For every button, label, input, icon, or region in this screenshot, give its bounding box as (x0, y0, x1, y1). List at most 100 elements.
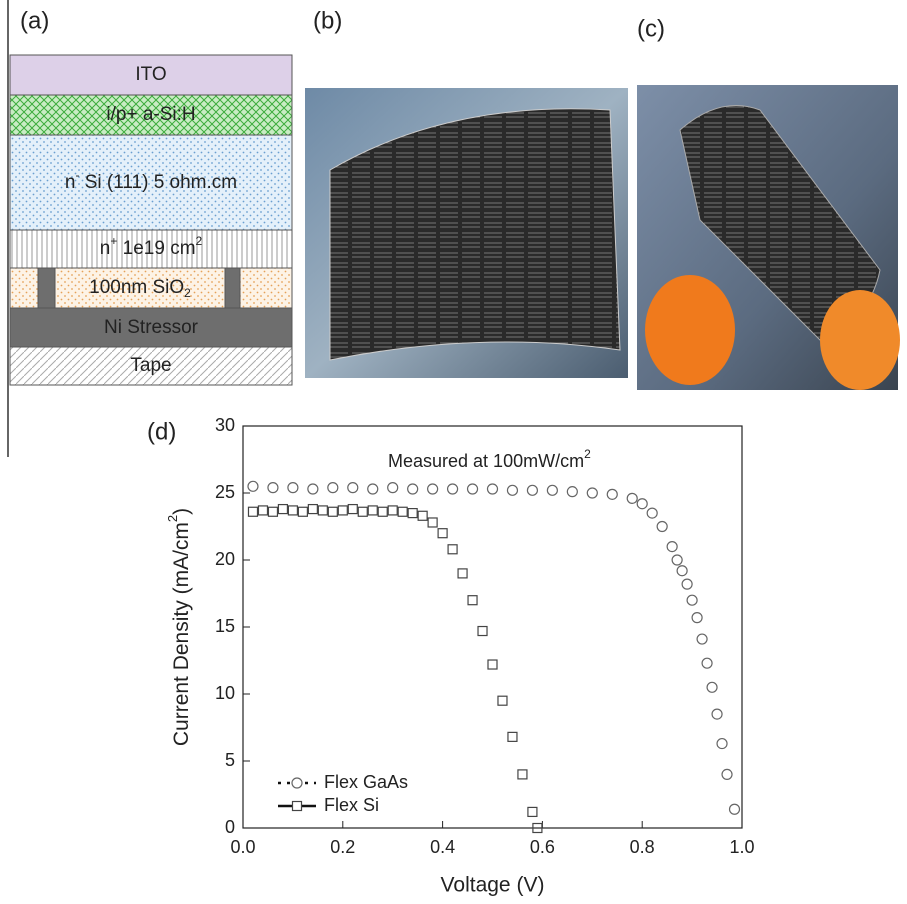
text: 2 (165, 515, 180, 522)
layer (10, 268, 38, 308)
panel-label: (d) (147, 418, 176, 445)
legend-label: Flex GaAs (324, 772, 408, 792)
point (478, 627, 487, 636)
point (292, 778, 302, 788)
point (458, 569, 467, 578)
point (358, 507, 367, 516)
point (293, 802, 302, 811)
text: 100nm SiO (89, 277, 184, 298)
x-tick-label: 0.4 (430, 837, 455, 857)
y-tick-label: 25 (215, 482, 235, 502)
point (378, 507, 387, 516)
y-tick-label: 10 (215, 683, 235, 703)
point (418, 511, 427, 520)
point (438, 529, 447, 538)
point (408, 509, 417, 518)
point (348, 505, 357, 514)
annotation: Measured at 100mW/cm2 (388, 447, 591, 471)
point (488, 484, 498, 494)
point (468, 596, 477, 605)
point (368, 484, 378, 494)
point (268, 483, 278, 493)
page: (a) ITO i/p+ a-Si:H n- Si (111) 5 ohm.cm… (0, 0, 907, 904)
x-tick-label: 0.0 (230, 837, 255, 857)
point (672, 555, 682, 565)
text: + (110, 234, 117, 248)
point (722, 769, 732, 779)
point (368, 506, 377, 515)
point (318, 506, 327, 515)
point (587, 488, 597, 498)
text: Si (111) 5 ohm.cm (79, 172, 237, 193)
point (348, 483, 358, 493)
layer (240, 268, 292, 308)
point (278, 505, 287, 514)
text: Measured at 100mW/cm (388, 451, 584, 471)
panel-label: (a) (20, 7, 49, 34)
point (388, 483, 398, 493)
text: Current Density (mA/cm (170, 522, 193, 746)
point (498, 696, 507, 705)
x-axis-label: Voltage (V) (441, 874, 545, 897)
y-tick-label: 5 (225, 750, 235, 770)
point (328, 507, 337, 516)
point (697, 634, 707, 644)
layer-label: Tape (130, 355, 171, 376)
text: n (65, 172, 76, 193)
text: 2 (584, 447, 591, 461)
point (308, 484, 318, 494)
layer (225, 268, 240, 308)
point (667, 542, 677, 552)
point (258, 506, 267, 515)
point (607, 489, 617, 499)
plot-frame (243, 426, 742, 828)
point (248, 507, 257, 516)
point (547, 485, 557, 495)
point (408, 484, 418, 494)
point (388, 506, 397, 515)
x-tick-label: 0.8 (630, 837, 655, 857)
point (448, 484, 458, 494)
panel-label: (b) (313, 7, 342, 34)
photo (305, 88, 628, 378)
y-tick-label: 15 (215, 616, 235, 636)
point (682, 579, 692, 589)
point (507, 485, 517, 495)
point (637, 499, 647, 509)
point (647, 508, 657, 518)
panel-label: (c) (637, 15, 665, 42)
point (528, 807, 537, 816)
x-tick-label: 0.2 (330, 837, 355, 857)
point (717, 739, 727, 749)
text: ) (170, 508, 193, 515)
text: 2 (196, 234, 203, 248)
point (468, 484, 478, 494)
legend-label: Flex Si (324, 795, 379, 815)
point (508, 732, 517, 741)
point (687, 595, 697, 605)
point (428, 518, 437, 527)
point (488, 660, 497, 669)
point (518, 770, 527, 779)
point (712, 709, 722, 719)
y-tick-label: 30 (215, 415, 235, 435)
y-tick-label: 20 (215, 549, 235, 569)
point (657, 522, 667, 532)
layer (38, 268, 55, 308)
point (702, 658, 712, 668)
layer-label: ITO (135, 64, 166, 85)
x-tick-label: 1.0 (729, 837, 754, 857)
point (338, 506, 347, 515)
y-tick-label: 0 (225, 817, 235, 837)
point (692, 613, 702, 623)
point (627, 493, 637, 503)
point (428, 484, 438, 494)
layer-label: Ni Stressor (104, 317, 199, 338)
point (288, 506, 297, 515)
layer-label: 100nm SiO2 (89, 277, 191, 300)
point (298, 507, 307, 516)
photo (637, 85, 900, 390)
point (398, 507, 407, 516)
point (268, 507, 277, 516)
